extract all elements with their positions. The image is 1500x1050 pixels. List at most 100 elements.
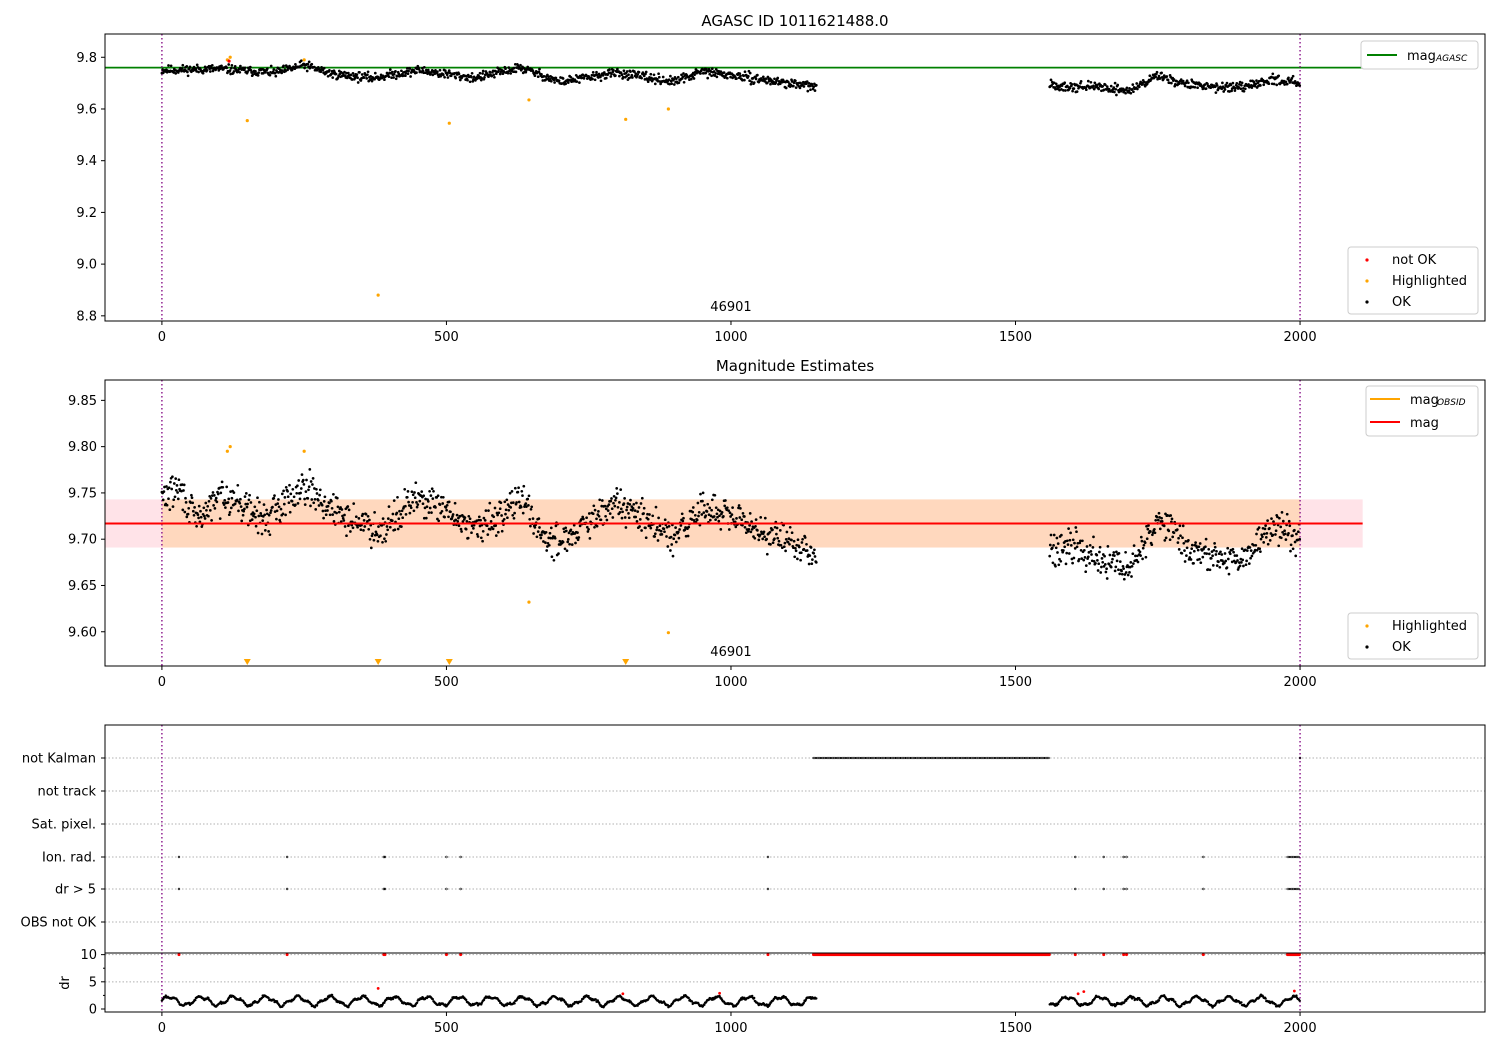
agasc-ok-point <box>1127 89 1131 93</box>
legend-label-highlighted: Highlighted <box>1392 274 1467 289</box>
dr-not-ok-point <box>1292 989 1296 993</box>
magnitude-ok-point <box>428 506 432 510</box>
flag-marker <box>857 756 860 760</box>
magnitude-ok-point <box>483 519 487 522</box>
flag-marker <box>923 756 927 760</box>
dr-point <box>815 997 818 1000</box>
magnitude-ok-point <box>1245 559 1248 563</box>
agasc-ok-point <box>1148 74 1152 78</box>
magnitude-ok-point <box>191 501 195 505</box>
agasc-ok-point <box>642 74 646 78</box>
agasc-ok-point <box>506 71 510 75</box>
agasc-ok-point <box>540 72 543 76</box>
magnitude-ok-point <box>1089 550 1093 553</box>
magnitude-ok-point <box>1145 537 1149 541</box>
magnitude-ok-point <box>1247 562 1251 565</box>
magnitude-ok-point <box>276 502 280 505</box>
magnitude-ok-point <box>593 525 596 529</box>
agasc-plot-body <box>105 34 1363 321</box>
dr-point <box>1298 999 1301 1002</box>
dr-point <box>1174 1000 1177 1004</box>
magnitude-ok-point <box>1201 555 1205 559</box>
dr-clipped-marker <box>1297 953 1301 957</box>
flag-marker <box>1074 887 1077 891</box>
agasc-ok-point <box>303 66 306 70</box>
flag-marker <box>177 855 181 859</box>
flag-marker <box>947 756 950 760</box>
flag-marker <box>948 756 952 760</box>
agasc-ok-point <box>735 77 738 80</box>
agasc-ok-point <box>778 82 782 86</box>
agasc-ok-point <box>181 63 185 67</box>
agasc-ok-point <box>773 77 776 81</box>
agasc-ok-point <box>1170 81 1173 85</box>
magnitude-ok-point <box>1071 561 1074 565</box>
magnitude-ok-point <box>210 519 213 522</box>
magnitude-xtick-label: 1000 <box>714 675 747 690</box>
magnitude-ok-point <box>729 515 732 518</box>
magnitude-ok-point <box>625 505 629 509</box>
magnitude-ok-point <box>277 505 281 509</box>
magnitude-ok-point <box>1056 551 1059 554</box>
magnitude-ok-point <box>1182 541 1186 545</box>
magnitude-ok-point <box>1143 541 1147 545</box>
agasc-ok-point <box>498 72 502 76</box>
magnitude-ok-point <box>1177 548 1181 551</box>
agasc-ok-point <box>798 86 802 90</box>
legend-marker-ok-2 <box>1365 645 1369 649</box>
agasc-ok-point <box>674 77 678 81</box>
magnitude-ok-point <box>1283 529 1286 533</box>
magnitude-ok-point <box>451 513 455 516</box>
magnitude-ok-point <box>799 558 802 562</box>
magnitude-ok-point <box>249 501 253 504</box>
magnitude-ok-point <box>566 538 570 541</box>
magnitude-ok-point <box>390 519 394 522</box>
magnitude-ok-point <box>238 501 242 505</box>
magnitude-ok-point <box>1245 549 1249 552</box>
magnitude-ok-point <box>731 518 735 521</box>
flag-marker <box>445 855 448 859</box>
magnitude-ok-point <box>250 518 254 521</box>
magnitude-ok-point <box>1073 541 1076 545</box>
dr-point <box>330 993 334 997</box>
agasc-ok-point <box>186 70 189 74</box>
magnitude-ok-point <box>318 493 321 497</box>
magnitude-ok-point <box>216 492 220 496</box>
dr-point <box>275 1000 279 1003</box>
flag-marker <box>1293 855 1297 859</box>
dr-point <box>690 1000 694 1003</box>
legend-label-mag-obsid: mag <box>1410 393 1439 408</box>
flag-marker <box>1046 756 1049 760</box>
agasc-ok-point <box>1084 88 1088 92</box>
agasc-ok-point <box>636 73 640 76</box>
magnitude-ok-point <box>244 492 248 495</box>
magnitude-ok-point <box>295 491 299 495</box>
magnitude-ok-point <box>422 494 426 498</box>
agasc-ok-point <box>345 71 348 75</box>
magnitude-ok-point <box>167 497 170 501</box>
magnitude-ok-point <box>380 524 384 527</box>
magnitude-ok-point <box>491 527 495 531</box>
agasc-ok-point <box>1072 87 1076 90</box>
magnitude-ok-point <box>1081 539 1084 543</box>
magnitude-ok-point <box>457 524 461 528</box>
flag-row-label: Ion. rad. <box>42 851 96 866</box>
agasc-highlighted-point <box>624 117 628 121</box>
magnitude-ok-point <box>445 508 448 512</box>
flag-marker <box>961 756 964 760</box>
flag-marker <box>1286 855 1289 859</box>
agasc-ok-point <box>490 74 494 78</box>
magnitude-ok-point <box>738 516 742 519</box>
magnitude-ok-point <box>429 494 433 497</box>
magnitude-ok-point <box>544 530 548 534</box>
flag-marker <box>846 756 849 760</box>
flags-xtick-label: 500 <box>434 1021 459 1036</box>
flag-marker <box>868 756 871 760</box>
magnitude-ok-point <box>191 509 195 513</box>
agasc-ok-point <box>1230 89 1233 93</box>
magnitude-ok-point <box>172 498 176 502</box>
dr-point <box>282 1004 285 1007</box>
flag-marker <box>873 756 876 760</box>
agasc-ok-point <box>180 67 184 70</box>
magnitude-ok-point <box>1214 553 1218 556</box>
